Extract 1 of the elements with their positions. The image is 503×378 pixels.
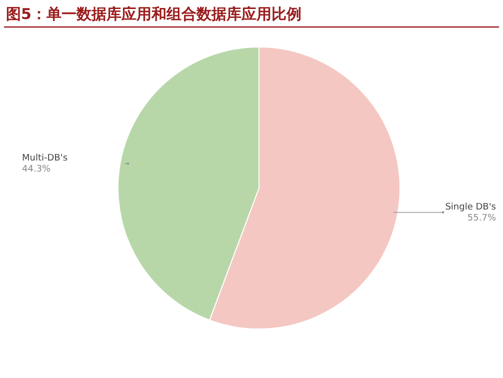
chart-title: 图5：单一数据库应用和组合数据库应用比例	[6, 5, 302, 23]
